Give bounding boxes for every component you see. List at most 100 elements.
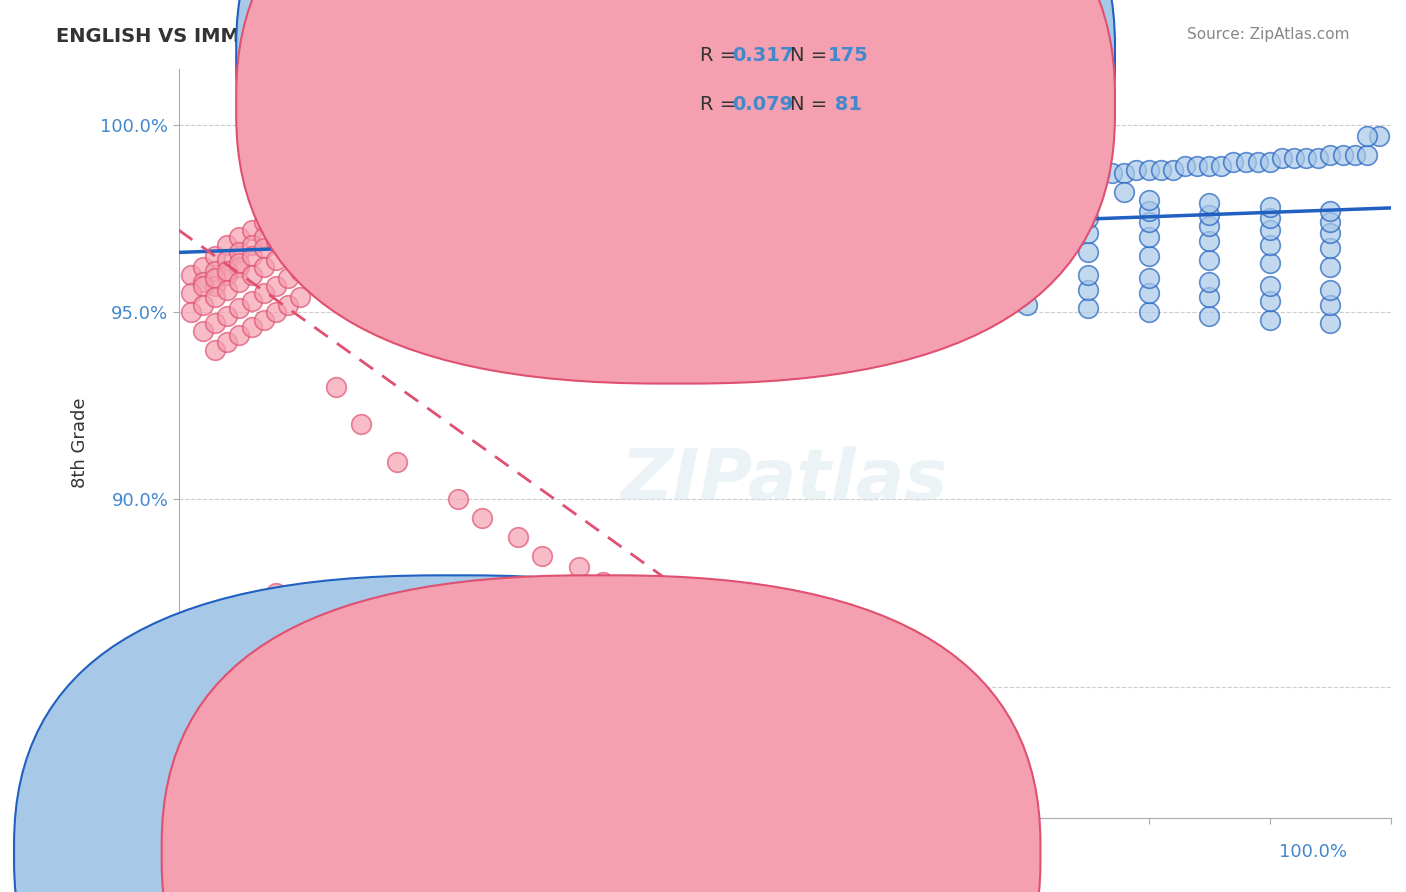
Point [191,324,214,338]
Point [920,185,942,199]
Point [797,196,820,211]
Point [894,215,917,229]
Text: 81: 81 [828,95,862,114]
Point [1319,297,1341,311]
Point [773,200,796,214]
Point [519,234,541,248]
Point [1222,155,1244,169]
Point [1258,293,1281,308]
Point [1114,185,1136,199]
Point [1295,152,1317,166]
Point [228,230,250,244]
Text: 175: 175 [828,45,869,65]
Point [508,530,530,544]
Point [1331,147,1354,161]
Point [471,237,494,252]
Point [531,230,554,244]
Point [713,237,735,252]
Point [217,309,239,323]
Point [1319,227,1341,241]
Point [228,256,250,270]
Point [1017,241,1039,255]
Point [204,249,226,263]
Point [301,219,323,233]
Point [411,230,433,244]
Point [1343,147,1365,161]
Point [204,264,226,278]
Point [1319,283,1341,297]
Point [1234,155,1257,169]
Point [1198,252,1220,267]
Point [665,211,688,226]
Point [713,215,735,229]
Point [482,237,505,252]
Point [1137,215,1160,229]
Point [252,215,274,229]
Point [191,275,214,289]
Point [1319,241,1341,255]
Point [834,252,856,267]
Point [1077,268,1099,282]
Point [180,268,202,282]
Point [605,222,627,236]
Point [1258,312,1281,326]
Point [1211,159,1233,173]
Point [434,249,457,263]
Point [991,178,1014,192]
Point [713,208,735,222]
Point [385,260,408,274]
Point [1017,174,1039,188]
Point [228,260,250,274]
Point [907,185,929,199]
Text: R =: R = [700,95,742,114]
Point [228,301,250,316]
Point [1077,181,1099,195]
Point [1258,237,1281,252]
Point [1174,159,1197,173]
Point [446,492,468,507]
Point [204,316,226,330]
Point [1077,211,1099,226]
Point [834,193,856,207]
Point [870,189,893,203]
Point [956,193,979,207]
Point [956,203,979,218]
Point [1064,170,1087,185]
Point [264,586,287,600]
Point [773,245,796,260]
Point [325,380,347,394]
Point [191,278,214,293]
Point [288,219,311,233]
Point [652,208,675,222]
Point [834,661,856,675]
Point [1258,222,1281,236]
Point [191,260,214,274]
Point [725,203,748,218]
Point [1088,166,1111,180]
Point [1246,155,1268,169]
Point [713,237,735,252]
Point [1355,147,1378,161]
Point [1017,297,1039,311]
Point [1137,162,1160,177]
Point [277,211,299,226]
Point [277,271,299,285]
Point [204,343,226,357]
Point [204,290,226,304]
Point [773,642,796,657]
Point [314,222,336,236]
Point [1198,290,1220,304]
Point [1017,185,1039,199]
Point [240,293,263,308]
Point [264,278,287,293]
Point [1319,203,1341,218]
Point [1319,260,1341,274]
Text: 0.317: 0.317 [733,45,794,65]
Text: 0.0%: 0.0% [82,843,127,861]
Point [1198,234,1220,248]
Point [1258,256,1281,270]
Point [228,275,250,289]
Point [217,264,239,278]
Point [204,278,226,293]
Point [1053,170,1076,185]
